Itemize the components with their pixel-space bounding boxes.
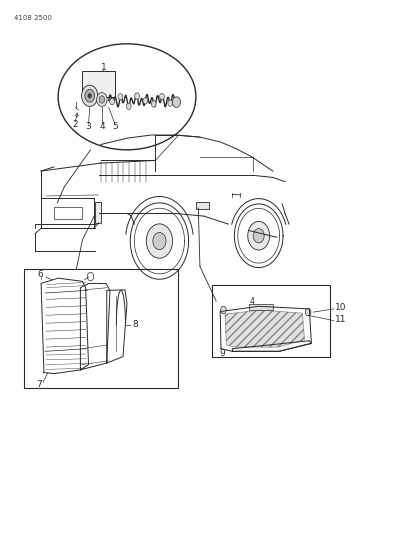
Polygon shape	[233, 341, 311, 351]
Circle shape	[305, 309, 311, 316]
Circle shape	[82, 85, 98, 107]
Text: 7: 7	[36, 379, 42, 389]
Bar	[212, 285, 330, 357]
Circle shape	[110, 99, 115, 105]
Circle shape	[248, 221, 270, 250]
Text: 1: 1	[101, 63, 106, 71]
Circle shape	[88, 93, 92, 99]
Circle shape	[153, 232, 166, 249]
Circle shape	[126, 103, 131, 110]
FancyBboxPatch shape	[82, 71, 115, 97]
Text: 4: 4	[99, 122, 105, 131]
Text: 10: 10	[335, 303, 346, 312]
Circle shape	[146, 224, 173, 258]
Circle shape	[168, 100, 173, 107]
Text: 4: 4	[249, 297, 254, 306]
Circle shape	[99, 96, 105, 103]
Text: 3: 3	[86, 122, 91, 131]
Bar	[24, 269, 177, 389]
Circle shape	[173, 97, 180, 108]
Circle shape	[85, 90, 95, 102]
Text: 5: 5	[112, 122, 118, 131]
Bar	[196, 202, 209, 209]
Bar	[95, 202, 101, 223]
Bar	[54, 207, 82, 219]
Circle shape	[97, 93, 107, 107]
Text: 8: 8	[132, 320, 138, 329]
Text: 9: 9	[220, 350, 226, 359]
Bar	[248, 304, 273, 310]
Polygon shape	[225, 310, 304, 347]
Text: 2: 2	[72, 120, 78, 129]
Text: 4108 2500: 4108 2500	[13, 14, 51, 21]
Circle shape	[151, 101, 156, 107]
Circle shape	[253, 229, 264, 243]
Circle shape	[135, 93, 140, 99]
Circle shape	[160, 93, 164, 100]
Text: 6: 6	[38, 270, 44, 279]
Circle shape	[221, 306, 226, 314]
Circle shape	[143, 98, 148, 104]
Text: 11: 11	[335, 315, 346, 324]
Circle shape	[118, 94, 123, 100]
